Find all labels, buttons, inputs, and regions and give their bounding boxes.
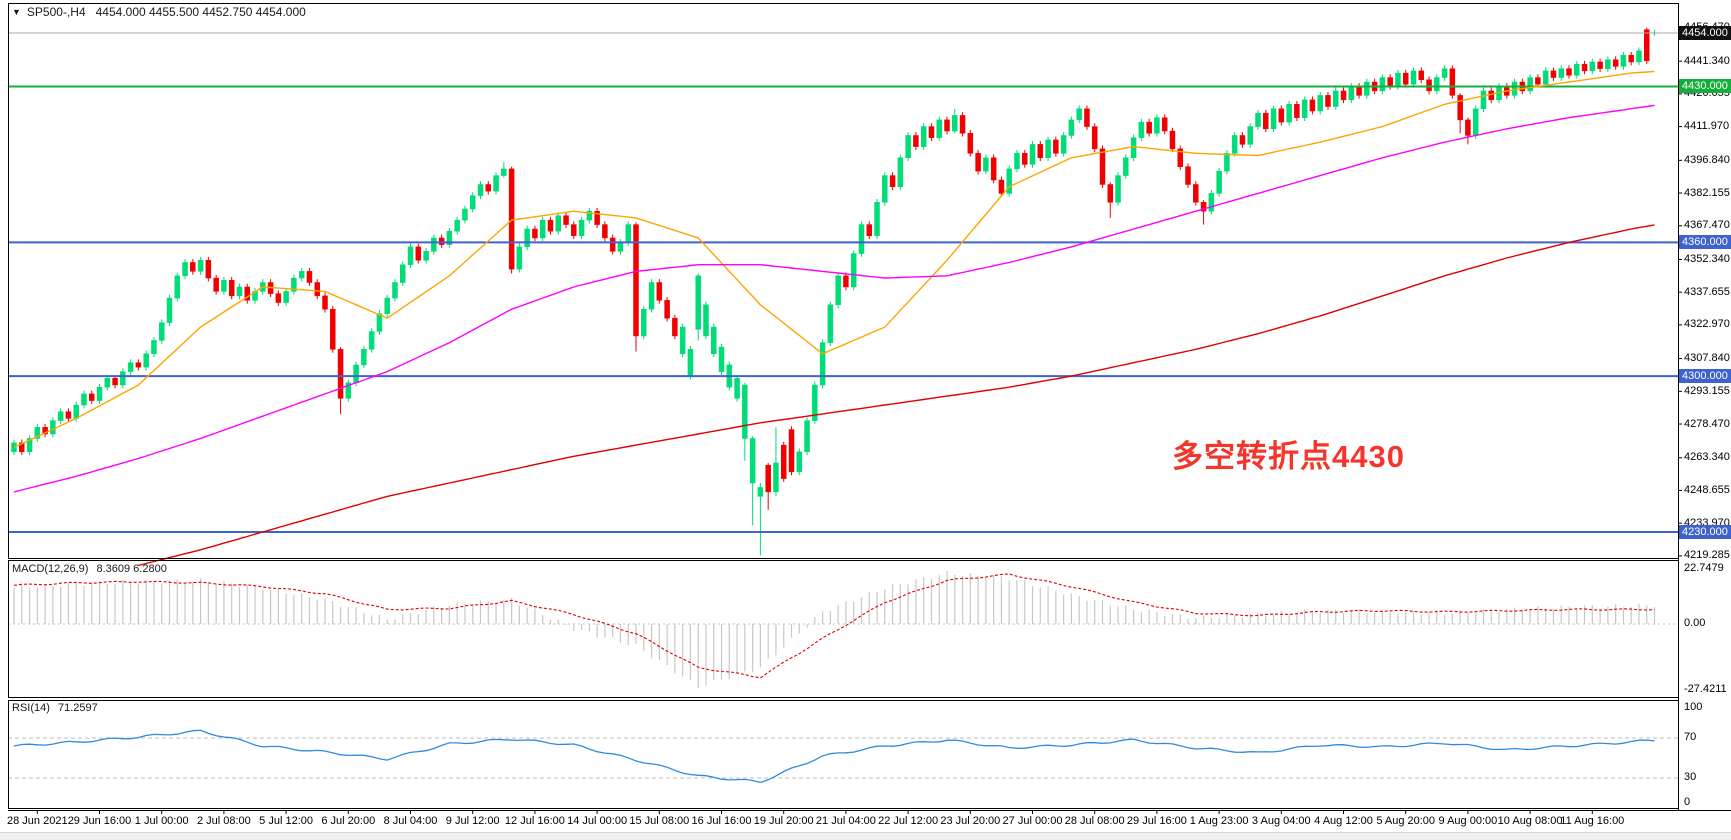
price-badge-4360.000: 4360.000 <box>1679 235 1731 250</box>
time-tick-label: 12 Jul 16:00 <box>504 815 565 827</box>
time-tick-label: 4 Aug 12:00 <box>1314 815 1373 827</box>
time-tick-label: 10 Aug 08:00 <box>1497 815 1563 827</box>
rsi-axis-0: 0 <box>1684 796 1691 808</box>
macd-values: 8.3609 6.2800 <box>96 563 167 575</box>
price-badge-4454.000: 4454.000 <box>1679 26 1731 40</box>
price-tick-label: 4441.340 <box>1684 54 1730 67</box>
time-tick-label: 28 Jun 2021 <box>7 815 68 827</box>
price-badge-4230.000: 4230.000 <box>1679 525 1731 539</box>
time-tick-label: 11 Aug 16:00 <box>1560 815 1625 827</box>
price-tick-label: 4322.970 <box>1684 318 1730 331</box>
time-tick-label: 29 Jul 16:00 <box>1126 815 1187 827</box>
time-tick-label: 9 Jul 12:00 <box>445 815 500 827</box>
rsi-name: RSI(14) <box>12 702 50 714</box>
time-tick-label: 5 Jul 12:00 <box>259 815 314 827</box>
rsi-axis-30: 30 <box>1684 771 1697 783</box>
price-tick-label: 4219.285 <box>1684 549 1730 562</box>
time-tick-label: 8 Jul 04:00 <box>383 815 438 827</box>
price-tick-label: 4367.470 <box>1684 219 1730 232</box>
symbol-period-label: SP500-,H4 <box>26 5 86 19</box>
ohlc-readout: 4454.000 4455.500 4452.750 4454.000 <box>95 5 306 19</box>
time-tick-label: 3 Aug 04:00 <box>1251 815 1311 827</box>
time-tick-label: 15 Jul 08:00 <box>629 815 690 827</box>
price-tick-label: 4248.655 <box>1684 483 1730 496</box>
price-badge-4300.000: 4300.000 <box>1679 369 1731 384</box>
time-tick-label: 28 Jul 08:00 <box>1064 815 1125 827</box>
time-tick-label: 5 Aug 20:00 <box>1376 815 1436 827</box>
time-tick-label: 14 Jul 00:00 <box>567 815 628 827</box>
time-tick-label: 6 Jul 20:00 <box>321 815 376 827</box>
bottom-strip <box>0 832 1731 840</box>
price-tick-label: 4337.655 <box>1684 285 1730 298</box>
time-tick-label: 9 Aug 00:00 <box>1438 815 1498 827</box>
rsi-axis-70: 70 <box>1684 731 1697 743</box>
time-tick-label: 19 Jul 20:00 <box>753 815 814 827</box>
time-tick-label: 29 Jun 16:00 <box>67 815 132 827</box>
macd-axis-max: 22.7479 <box>1684 562 1724 574</box>
price-tick-label: 4352.340 <box>1684 252 1730 265</box>
price-tick-label: 4278.470 <box>1684 417 1730 430</box>
time-tick-label: 22 Jul 12:00 <box>878 815 939 827</box>
time-tick-label: 27 Jul 00:00 <box>1002 815 1063 827</box>
rsi-value: 71.2597 <box>57 702 98 714</box>
time-tick-label: 1 Jul 00:00 <box>134 815 189 827</box>
price-tick-label: 4293.155 <box>1684 384 1730 397</box>
macd-axis-min: -27.4211 <box>1684 683 1727 695</box>
symbol-dropdown-icon[interactable]: ▼ <box>12 7 21 17</box>
price-tick-label: 4411.970 <box>1684 120 1730 133</box>
time-tick-label: 21 Jul 04:00 <box>815 815 876 827</box>
price-tick-label: 4396.840 <box>1684 153 1730 166</box>
chart-title: ▼ SP500-,H4 4454.000 4455.500 4452.750 445… <box>12 5 306 19</box>
time-tick-label: 16 Jul 16:00 <box>691 815 752 827</box>
price-tick-label: 4307.840 <box>1684 352 1730 365</box>
time-tick-label: 1 Aug 23:00 <box>1189 815 1249 827</box>
rsi-axis-100: 100 <box>1684 701 1703 713</box>
macd-panel-label: MACD(12,26,9) 8.3609 6.2800 <box>12 563 167 575</box>
macd-name: MACD(12,26,9) <box>12 563 89 575</box>
time-tick-label: 23 Jul 20:00 <box>940 815 1001 827</box>
time-tick-label: 2 Jul 08:00 <box>196 815 251 827</box>
price-tick-label: 4382.155 <box>1684 186 1730 199</box>
macd-axis-zero: 0.00 <box>1684 617 1706 629</box>
chart-annotation-text: 多空转折点4430 <box>1172 439 1405 474</box>
price-tick-label: 4263.340 <box>1684 451 1730 464</box>
price-badge-4430.000: 4430.000 <box>1679 79 1731 94</box>
rsi-panel-label: RSI(14) 71.2597 <box>12 702 98 714</box>
